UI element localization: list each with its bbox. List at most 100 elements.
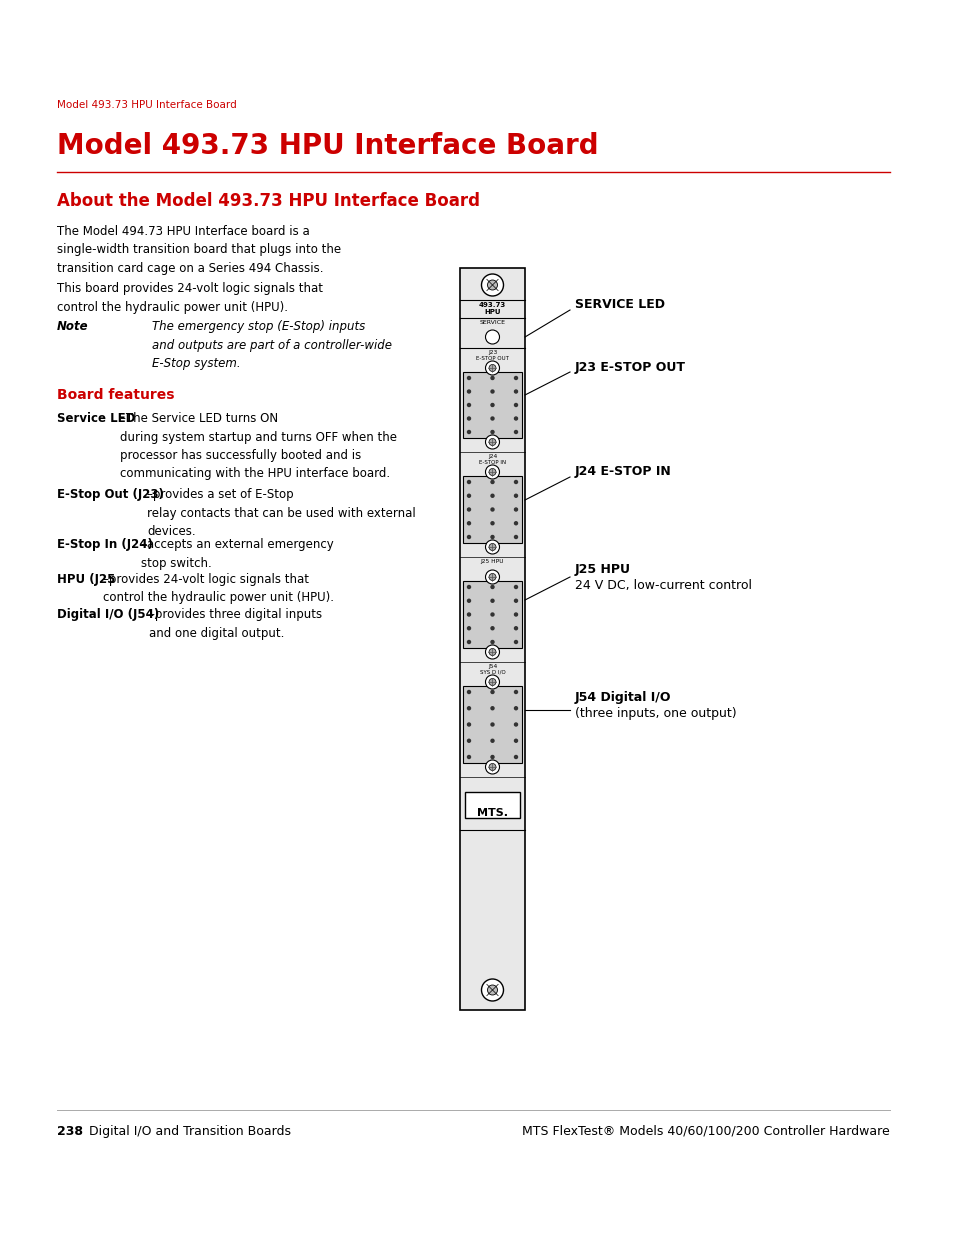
Text: 238: 238 [57,1125,83,1137]
Circle shape [514,613,517,616]
Circle shape [485,361,499,375]
Circle shape [514,740,517,742]
Circle shape [491,417,494,420]
Circle shape [467,756,470,758]
Circle shape [467,494,470,498]
Circle shape [491,480,494,483]
Text: 24 V DC, low-current control: 24 V DC, low-current control [575,579,751,593]
Circle shape [467,706,470,710]
Circle shape [485,676,499,689]
Circle shape [491,431,494,433]
Circle shape [514,417,517,420]
Circle shape [514,494,517,498]
Text: E-STOP IN: E-STOP IN [478,459,505,466]
Circle shape [491,706,494,710]
Circle shape [491,722,494,726]
Circle shape [487,986,497,995]
Bar [459,268,524,1010]
Circle shape [514,480,517,483]
Circle shape [514,585,517,589]
Circle shape [467,536,470,538]
Circle shape [514,722,517,726]
Circle shape [514,641,517,643]
Circle shape [485,435,499,450]
Circle shape [514,690,517,694]
Text: Digital I/O (J54): Digital I/O (J54) [57,608,159,621]
Circle shape [489,763,496,771]
Bar [464,792,519,818]
Text: J23: J23 [487,350,497,354]
Text: SERVICE LED: SERVICE LED [575,299,664,311]
Circle shape [491,521,494,525]
Circle shape [514,536,517,538]
Text: –provides 24-volt logic signals that
control the hydraulic power unit (HPU).: –provides 24-volt logic signals that con… [103,573,334,604]
Circle shape [514,521,517,525]
Text: Service LED: Service LED [57,412,135,425]
Circle shape [491,740,494,742]
Text: J24 E-STOP IN: J24 E-STOP IN [575,466,671,478]
Text: The emergency stop (E-Stop) inputs
and outputs are part of a controller-wide
E-S: The emergency stop (E-Stop) inputs and o… [152,320,392,370]
Circle shape [485,760,499,774]
Circle shape [514,626,517,630]
Circle shape [487,280,497,290]
Text: Model 493.73 HPU Interface Board: Model 493.73 HPU Interface Board [57,132,598,161]
Text: HPU: HPU [484,309,500,315]
Circle shape [467,599,470,603]
Circle shape [467,690,470,694]
Circle shape [489,364,496,372]
Circle shape [467,641,470,643]
Circle shape [467,521,470,525]
Text: J54: J54 [487,664,497,669]
Text: Digital I/O and Transition Boards: Digital I/O and Transition Boards [81,1125,291,1137]
Text: E-Stop Out (J23): E-Stop Out (J23) [57,488,164,501]
Circle shape [491,585,494,589]
Text: –accepts an external emergency
stop switch.: –accepts an external emergency stop swit… [141,538,334,569]
Circle shape [491,404,494,406]
Circle shape [491,756,494,758]
Circle shape [467,740,470,742]
Text: Model 493.73 HPU Interface Board: Model 493.73 HPU Interface Board [57,100,236,110]
Text: J25 HPU: J25 HPU [575,563,630,577]
Circle shape [481,274,503,296]
Bar [462,372,521,438]
Text: MTS FlexTest® Models 40/60/100/200 Controller Hardware: MTS FlexTest® Models 40/60/100/200 Contr… [521,1125,889,1137]
Circle shape [489,573,496,580]
Circle shape [491,536,494,538]
Text: E-Stop In (J24): E-Stop In (J24) [57,538,152,551]
Circle shape [467,431,470,433]
Bar [462,475,521,543]
Text: Board features: Board features [57,388,174,403]
Circle shape [514,431,517,433]
Text: MTS.: MTS. [476,808,507,818]
Text: –provides a set of E-Stop
relay contacts that can be used with external
devices.: –provides a set of E-Stop relay contacts… [147,488,416,538]
Circle shape [489,648,496,656]
Text: About the Model 493.73 HPU Interface Board: About the Model 493.73 HPU Interface Boa… [57,191,479,210]
Circle shape [485,330,499,345]
Text: J25 HPU: J25 HPU [480,559,504,564]
Text: J24: J24 [487,454,497,459]
Circle shape [467,722,470,726]
Circle shape [491,599,494,603]
Circle shape [491,690,494,694]
Circle shape [514,390,517,393]
Circle shape [491,626,494,630]
Circle shape [489,543,496,551]
Circle shape [514,599,517,603]
Circle shape [467,377,470,379]
Circle shape [485,645,499,659]
Text: Note: Note [57,320,89,333]
Circle shape [467,390,470,393]
Bar [462,580,521,648]
Circle shape [485,540,499,555]
Circle shape [467,417,470,420]
Circle shape [491,390,494,393]
Text: SERVICE: SERVICE [479,320,505,325]
Text: –The Service LED turns ON
during system startup and turns OFF when the
processor: –The Service LED turns ON during system … [120,412,396,480]
Text: –provides three digital inputs
and one digital output.: –provides three digital inputs and one d… [149,608,322,640]
Circle shape [491,377,494,379]
Circle shape [491,508,494,511]
Circle shape [485,466,499,479]
Text: J23 E-STOP OUT: J23 E-STOP OUT [575,361,685,373]
Circle shape [467,508,470,511]
Text: E-STOP OUT: E-STOP OUT [476,356,508,361]
